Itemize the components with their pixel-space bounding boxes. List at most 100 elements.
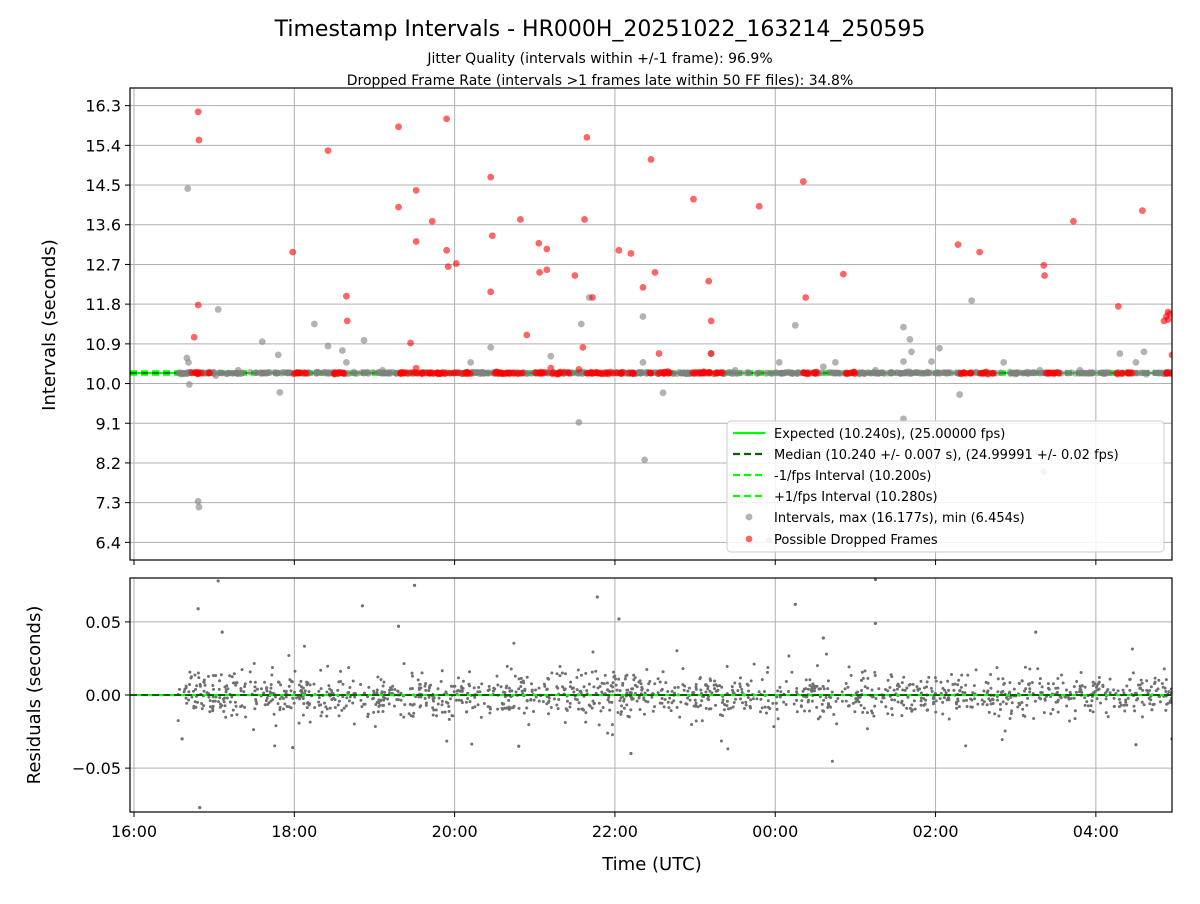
residual-point — [890, 707, 894, 711]
dropped-frame-point — [537, 368, 544, 376]
interval-point — [365, 369, 372, 376]
residual-point — [776, 717, 780, 721]
residual-point — [187, 690, 191, 694]
residual-point — [684, 702, 688, 706]
residual-point — [648, 679, 652, 683]
residual-point — [499, 685, 503, 689]
residual-point — [534, 695, 538, 699]
residual-point — [221, 697, 225, 701]
residual-point — [996, 690, 1000, 694]
residual-point — [668, 696, 672, 700]
residual-point — [1140, 700, 1144, 704]
residual-point — [1020, 701, 1024, 705]
residual-point — [966, 673, 970, 677]
residual-point — [938, 697, 942, 701]
residual-point — [477, 685, 481, 689]
residual-point — [795, 690, 799, 694]
dropped-frame-point — [190, 333, 198, 341]
residual-point — [243, 705, 247, 709]
residual-point — [673, 691, 677, 695]
residual-point — [1128, 677, 1132, 681]
residual-point — [482, 701, 486, 705]
residual-point — [1140, 715, 1144, 719]
residual-point — [588, 704, 592, 708]
residual-point — [991, 701, 995, 705]
residual-point — [381, 684, 385, 688]
residual-point — [862, 706, 866, 710]
dropped-frame-point — [802, 294, 810, 301]
dropped-frame-point — [954, 241, 962, 248]
residual-point — [188, 682, 192, 686]
residual-point — [1063, 695, 1067, 699]
residual-point — [637, 680, 641, 684]
interval-point — [358, 369, 365, 376]
plot-content — [130, 108, 1172, 544]
residual-point — [919, 699, 923, 703]
residual-point — [592, 685, 596, 689]
residual-point — [784, 680, 788, 684]
residual-point — [230, 675, 234, 679]
residual-point — [265, 687, 269, 691]
residual-point — [987, 710, 991, 714]
residual-point — [1138, 683, 1142, 687]
interval-point — [234, 366, 242, 374]
residual-point — [431, 697, 435, 701]
residual-point — [714, 703, 718, 707]
residual-point — [822, 698, 826, 702]
residual-point — [1112, 705, 1116, 709]
residual-point — [263, 680, 267, 684]
residual-point — [903, 688, 907, 692]
residual-point — [507, 699, 511, 703]
residual-point — [614, 683, 618, 687]
residual-point — [525, 675, 529, 679]
residual-point — [670, 689, 674, 693]
residual-point — [644, 699, 648, 703]
residual-point — [1034, 630, 1038, 634]
residual-point — [549, 706, 553, 710]
residual-point — [427, 695, 431, 699]
residual-point — [952, 688, 956, 692]
residual-point — [1073, 709, 1077, 713]
chart-subtitle-dropped: Dropped Frame Rate (intervals >1 frames … — [347, 73, 854, 89]
interval-point — [925, 369, 932, 377]
residual-point — [722, 708, 726, 712]
interval-point — [906, 336, 914, 343]
residual-point — [1028, 667, 1032, 671]
residual-point — [945, 698, 949, 702]
residual-point — [974, 668, 978, 672]
residual-point — [464, 700, 468, 704]
residual-point — [325, 690, 329, 694]
residual-point — [662, 705, 666, 709]
residual-point — [700, 699, 704, 703]
residual-point — [910, 709, 914, 713]
residual-point — [1117, 705, 1121, 709]
residual-point — [784, 702, 788, 706]
residual-point — [1124, 698, 1128, 702]
residual-point — [188, 670, 192, 674]
residual-point — [578, 689, 582, 693]
interval-point — [731, 366, 739, 374]
residual-point — [599, 709, 603, 713]
residual-point — [624, 674, 628, 678]
residual-point — [291, 696, 295, 700]
residual-point — [824, 695, 828, 699]
residual-point — [688, 698, 692, 702]
residual-point — [886, 678, 890, 682]
residual-point — [269, 686, 273, 690]
residual-point — [480, 682, 484, 686]
dropped-frame-point — [618, 368, 626, 376]
residual-point — [537, 699, 541, 703]
dropped-frame-point — [842, 369, 850, 377]
residual-point — [353, 695, 357, 699]
residual-point — [1024, 687, 1028, 691]
residual-point — [572, 690, 576, 694]
residual-point — [419, 704, 423, 708]
residual-point — [863, 669, 867, 673]
residual-point — [713, 679, 717, 683]
residual-point — [459, 684, 463, 688]
interval-point — [547, 352, 555, 360]
residual-point — [986, 691, 990, 695]
residual-point — [639, 682, 643, 686]
residual-point — [765, 711, 769, 715]
